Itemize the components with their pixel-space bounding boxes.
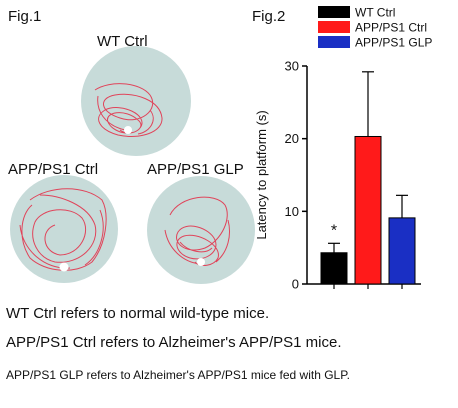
caption-glp: APP/PS1 GLP refers to Alzheimer's APP/PS…	[6, 368, 351, 382]
y-tick-label: 30	[285, 59, 299, 74]
pool-wt	[81, 46, 191, 156]
bar-0	[320, 252, 348, 285]
bar-2	[388, 217, 416, 285]
swim-path-glp	[164, 196, 230, 266]
platform-wt	[124, 126, 132, 134]
maze-title-wt: WT Ctrl	[97, 33, 148, 50]
fig2-label: Fig.2	[252, 8, 286, 25]
legend-label-0: WT Ctrl	[355, 6, 395, 20]
y-axis-label: Latency to platform (s)	[254, 110, 269, 239]
legend-label-1: APP/PS1 Ctrl	[355, 21, 427, 35]
legend-swatch-2	[318, 36, 350, 48]
pool-glp	[147, 176, 255, 284]
maze-wt	[81, 46, 191, 156]
legend-swatch-0	[318, 6, 350, 18]
caption-app: APP/PS1 Ctrl refers to Alzheimer's APP/P…	[6, 334, 342, 351]
maze-app	[10, 175, 118, 283]
bar-1	[354, 135, 382, 285]
maze-title-app: APP/PS1 Ctrl	[8, 161, 99, 178]
caption-wt: WT Ctrl refers to normal wild-type mice.	[6, 305, 270, 322]
legend-label-2: APP/PS1 GLP	[355, 36, 432, 50]
platform-app	[59, 262, 69, 272]
legend-swatch-1	[318, 21, 350, 33]
significance-asterisk: *	[331, 222, 337, 239]
swim-path-app	[19, 188, 107, 271]
y-tick-label: 10	[285, 204, 299, 219]
maze-glp	[147, 176, 255, 284]
maze-title-glp: APP/PS1 GLP	[147, 161, 244, 178]
y-tick-label: 0	[292, 277, 299, 292]
swim-path-wt	[94, 83, 163, 137]
y-tick-label: 20	[285, 131, 299, 146]
fig1-label: Fig.1	[8, 8, 42, 25]
platform-glp	[197, 258, 205, 266]
pool-app	[10, 175, 118, 283]
